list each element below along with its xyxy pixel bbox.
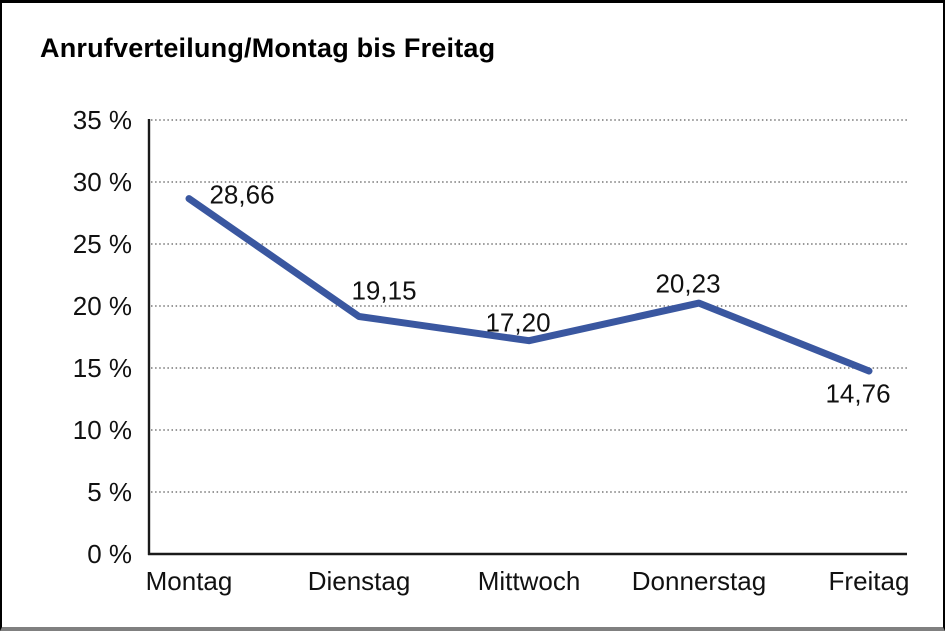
y-tick-label: 15 % <box>72 353 132 383</box>
chart-title: Anrufverteilung/Montag bis Freitag <box>40 33 496 63</box>
y-tick-label: 0 % <box>87 539 132 569</box>
line-series-anrufverteilung <box>185 195 873 375</box>
y-tick-label: 20 % <box>72 291 132 321</box>
x-category-label: Donnerstag <box>631 566 767 596</box>
y-tick-label: 35 % <box>72 105 132 135</box>
data-point-label: 20,23 <box>655 268 721 299</box>
x-category-label: Montag <box>145 566 233 596</box>
y-tick-label: 25 % <box>72 229 132 259</box>
data-point-label: 28,66 <box>209 179 275 210</box>
y-tick-label: 10 % <box>72 415 132 445</box>
data-point-label: 14,76 <box>825 378 891 409</box>
plot-area <box>147 119 907 556</box>
y-tick-label: 5 % <box>87 477 132 507</box>
x-category-label: Mittwoch <box>477 566 581 596</box>
x-category-label: Dienstag <box>307 566 411 596</box>
y-tick-label: 30 % <box>72 167 132 197</box>
data-point-label: 17,20 <box>485 307 551 338</box>
data-point-label: 19,15 <box>351 275 417 306</box>
x-category-label: Freitag <box>828 566 910 596</box>
